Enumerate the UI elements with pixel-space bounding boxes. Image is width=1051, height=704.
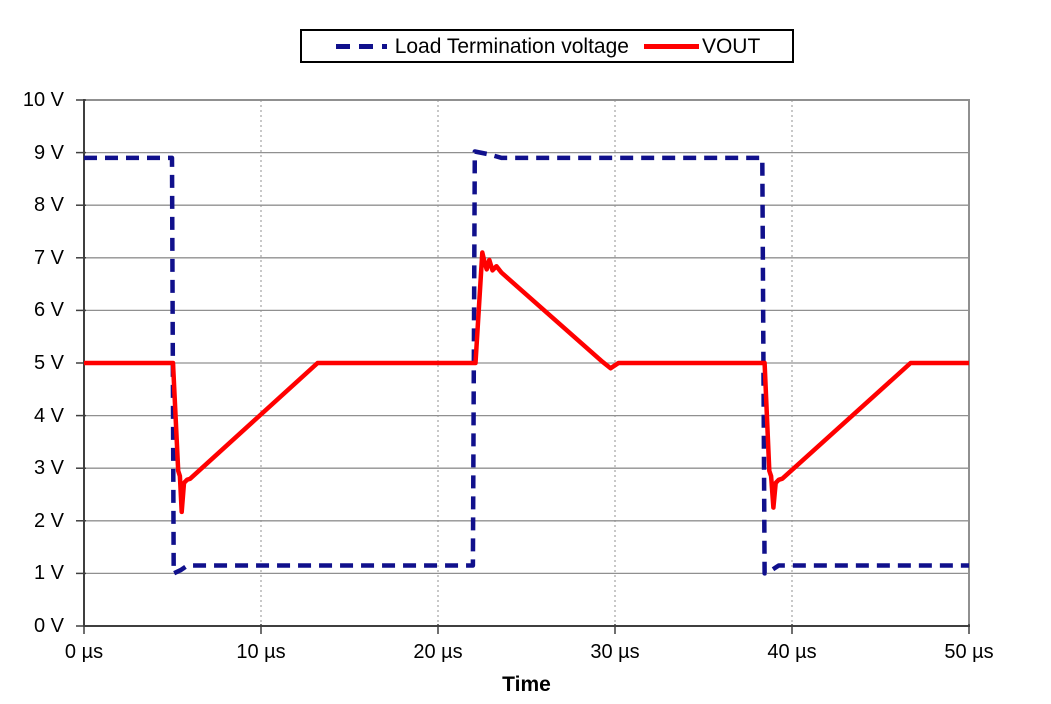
legend-item-vout: VOUT bbox=[643, 36, 760, 57]
y-tick-label: 2 V bbox=[33, 509, 64, 532]
y-tick-label: 0 V bbox=[33, 615, 64, 637]
legend-label-vout: VOUT bbox=[701, 34, 761, 58]
y-tick-label: 10 V bbox=[22, 89, 64, 111]
x-tick-label: 20 µs bbox=[413, 641, 463, 663]
legend-label-load-termination-voltage: Load Termination voltage bbox=[394, 34, 629, 58]
legend-item-load-termination-voltage: Load Termination voltage bbox=[334, 36, 629, 57]
y-tick-label: 6 V bbox=[33, 299, 64, 322]
x-tick-label: 0 µs bbox=[64, 641, 104, 663]
x-tick-label: 30 µs bbox=[590, 641, 640, 663]
y-tick-label: 5 V bbox=[33, 352, 64, 374]
y-tick-label: 7 V bbox=[33, 246, 64, 269]
y-tick-label: 1 V bbox=[33, 562, 64, 585]
series-line-load-termination-voltage bbox=[84, 149, 969, 576]
series-line-vout bbox=[84, 250, 969, 515]
x-tick-label: 40 µs bbox=[767, 641, 817, 663]
x-axis-title: Time bbox=[502, 673, 551, 696]
y-tick-label: 9 V bbox=[33, 141, 64, 164]
y-tick-label: 8 V bbox=[33, 194, 64, 217]
y-tick-label: 4 V bbox=[33, 404, 64, 427]
legend-dashed-line-icon bbox=[335, 43, 392, 49]
x-tick-label: 50 µs bbox=[944, 641, 994, 663]
y-tick-label: 3 V bbox=[33, 457, 64, 480]
x-tick-label: 10 µs bbox=[236, 641, 286, 663]
legend-solid-line-icon bbox=[643, 43, 699, 49]
chart-legend: Load Termination voltage VOUT bbox=[300, 29, 794, 63]
